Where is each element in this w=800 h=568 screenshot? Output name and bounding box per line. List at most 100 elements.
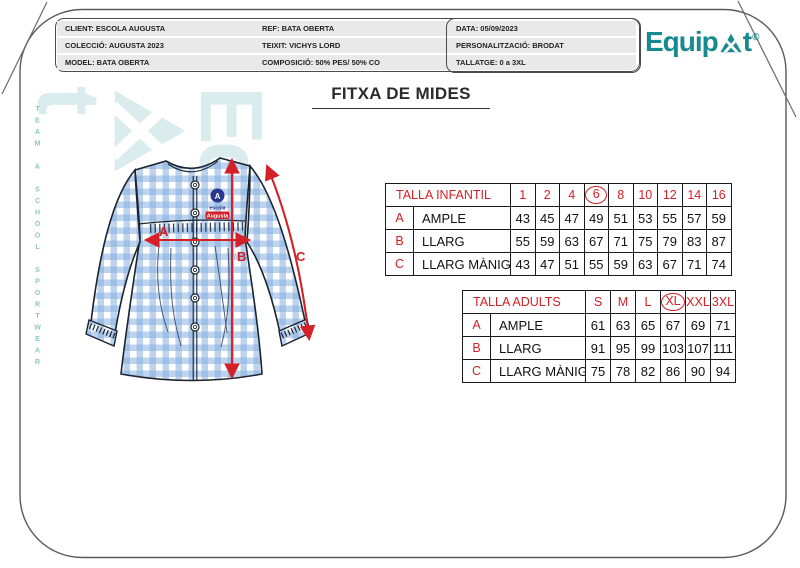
value-cell: 45	[534, 206, 561, 230]
copyright-mark: ©	[752, 32, 760, 43]
value-cell: 69	[685, 313, 711, 337]
size-header: 1	[510, 183, 536, 207]
size-header: 3XL	[710, 290, 736, 314]
value-cell: 43	[510, 252, 536, 276]
info-header: CLIENT: ESCOLA AUGUSTA REF: BATA OBERTA …	[55, 17, 641, 73]
value-cell: 63	[632, 252, 659, 276]
value-cell: 53	[632, 206, 659, 230]
value-cell: 65	[635, 313, 661, 337]
value-cell: 75	[585, 359, 611, 383]
value-cell: 99	[635, 336, 661, 360]
measure-label-b: B	[237, 249, 246, 264]
measure-arrow-c	[264, 164, 316, 342]
size-header: 16	[706, 183, 732, 207]
size-header: 12	[657, 183, 683, 207]
value-cell: 78	[610, 359, 636, 383]
value-cell: 47	[559, 206, 585, 230]
value-cell: 71	[608, 229, 634, 253]
page-title: FITXA DE MIDES	[312, 84, 490, 109]
value-cell: 43	[510, 206, 536, 230]
watermark-tagline: TEAM & SCHOOL SPORTWEAR	[34, 106, 41, 371]
measure-label-a: A	[159, 224, 169, 239]
value-cell: 51	[608, 206, 634, 230]
corner-fold-line-right	[737, 0, 797, 118]
value-cell: 59	[608, 252, 634, 276]
table-row: A AMPLE 43 45 47 49 51 53 55 57 59	[385, 206, 732, 230]
value-cell: 59	[534, 229, 561, 253]
value-cell: 61	[585, 313, 611, 337]
row-label: LLARG	[490, 336, 586, 360]
table-header-row: TALLA ADULTS S M L XL XXL 3XL	[462, 290, 736, 314]
table-row: C LLARG MÀNIGA 43 47 51 55 59 63 67 71 7…	[385, 252, 732, 276]
left-sleeve	[90, 167, 141, 335]
size-header-circled: XL	[660, 290, 686, 314]
value-cell: 49	[583, 206, 610, 230]
header-field-model: MODEL: BATA OBERTA	[57, 54, 254, 70]
corner-fold-line-left	[1, 1, 48, 95]
size-header: 2	[534, 183, 561, 207]
header-field-data: DATA: 05/09/2023	[448, 20, 636, 36]
svg-text:escola: escola	[209, 206, 225, 212]
row-letter: A	[385, 206, 414, 230]
row-label: LLARG MÀNIGA	[412, 252, 512, 276]
value-cell: 94	[710, 359, 736, 383]
row-label: LLARG	[412, 229, 512, 253]
table-row: B LLARG 55 59 63 67 71 75 79 83 87	[385, 229, 732, 253]
table-row: A AMPLE 61 63 65 67 69 71	[462, 313, 736, 337]
row-letter: C	[462, 359, 491, 383]
header-field-colleccio: COLECCIÓ: AUGUSTA 2023	[57, 37, 254, 53]
brand-logo-text: Equip	[645, 26, 719, 57]
header-field-composicio: COMPOSICIÓ: 50% PES/ 50% CO	[254, 54, 448, 70]
measurement-arrows	[143, 157, 316, 380]
neckline	[167, 160, 219, 173]
measure-labels: A B C	[159, 224, 306, 264]
brand-triangle-icon	[114, 90, 186, 172]
size-header: L	[635, 290, 661, 314]
size-header: XXL	[685, 290, 711, 314]
table-row: B LLARG 91 95 99 103 107 111	[462, 336, 736, 360]
row-label: AMPLE	[490, 313, 586, 337]
value-cell: 75	[632, 229, 659, 253]
value-cell: 91	[585, 336, 611, 360]
value-cell: 79	[657, 229, 683, 253]
brand-triangle-icon	[720, 33, 742, 53]
value-cell: 57	[681, 206, 708, 230]
value-cell: 87	[706, 229, 732, 253]
value-cell: 55	[657, 206, 683, 230]
size-header: 10	[632, 183, 659, 207]
value-cell: 86	[660, 359, 686, 383]
size-header: 14	[681, 183, 708, 207]
value-cell: 90	[685, 359, 711, 383]
value-cell: 67	[660, 313, 686, 337]
value-cell: 55	[510, 229, 536, 253]
value-cell: 59	[706, 206, 732, 230]
brand-logo: Equip t ©	[645, 26, 759, 57]
row-letter: A	[462, 313, 491, 337]
value-cell: 103	[660, 336, 686, 360]
value-cell: 71	[681, 252, 708, 276]
value-cell: 55	[583, 252, 610, 276]
chest-logo: A escola Augusta	[205, 188, 230, 219]
brand-logo-text: t	[742, 26, 752, 57]
value-cell: 47	[534, 252, 561, 276]
value-cell: 71	[710, 313, 736, 337]
size-header: S	[585, 290, 611, 314]
measure-label-c: C	[296, 249, 306, 264]
table-title: TALLA ADULTS	[462, 290, 586, 314]
header-field-client: CLIENT: ESCOLA AUGUSTA	[57, 20, 254, 36]
row-letter: B	[385, 229, 414, 253]
size-table-adults: TALLA ADULTS S M L XL XXL 3XL A AMPLE 61…	[462, 290, 736, 383]
value-cell: 63	[559, 229, 585, 253]
table-header-row: TALLA INFANTIL 1 2 4 6 8 10 12 14 16	[384, 183, 732, 207]
garment-diagram: A escola Augusta A B C	[85, 157, 316, 382]
header-field-tallatge: TALLATGE: 0 a 3XL	[448, 54, 636, 70]
value-cell: 74	[706, 252, 732, 276]
value-cell: 82	[635, 359, 661, 383]
watermark-text: t	[20, 86, 119, 112]
size-header-circled: 6	[583, 183, 610, 207]
value-cell: 107	[685, 336, 711, 360]
header-field-ref: REF: BATA OBERTA	[254, 20, 448, 36]
size-table-infantil: TALLA INFANTIL 1 2 4 6 8 10 12 14 16 A A…	[384, 183, 732, 276]
